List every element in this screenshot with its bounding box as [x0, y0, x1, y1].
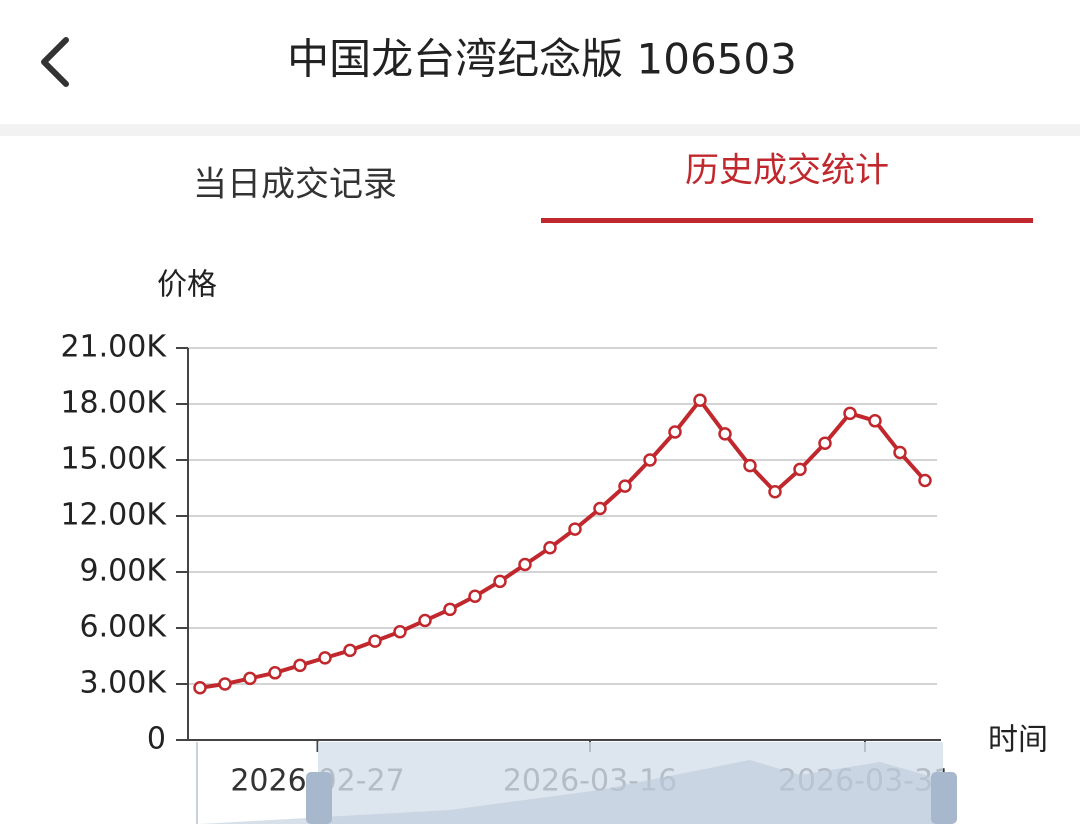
y-tick-label: 6.00K: [80, 610, 168, 645]
data-point: [343, 643, 357, 658]
data-point: [543, 540, 557, 555]
tab-underline: [541, 218, 1033, 223]
data-point: [493, 574, 507, 589]
data-point: [793, 462, 807, 477]
data-point: [843, 406, 857, 421]
data-point: [443, 602, 457, 617]
plot: 0 3.00K 6.00K 9.00K 12.00K 15.00K 18.00K 21.00K…: [60, 330, 952, 799]
y-tick-label: 18.00K: [60, 386, 167, 421]
data-point: [893, 445, 907, 460]
data-point: [643, 453, 657, 467]
data-point: [393, 624, 407, 639]
page-title: 中国龙台湾纪念版 106503: [287, 35, 797, 84]
slider-handle[interactable]: [931, 772, 957, 824]
data-point: [768, 484, 782, 499]
data-point: [418, 613, 432, 628]
data-point: [193, 680, 207, 695]
data-point: [618, 479, 632, 493]
data-point: [218, 677, 232, 691]
data-point: [918, 473, 932, 488]
slider-handle[interactable]: [306, 772, 332, 824]
y-tick-label: 12.00K: [60, 498, 167, 533]
data-point: [468, 589, 482, 604]
y-tick-label: 9.00K: [80, 554, 168, 589]
separator: [0, 124, 1080, 136]
data-point: [868, 414, 882, 428]
tab-active[interactable]: 历史成交统计: [685, 151, 889, 191]
data-point: [318, 651, 332, 665]
slider-preview: [200, 760, 943, 824]
y-tick-label: 15.00K: [60, 442, 167, 477]
data-point: [518, 557, 532, 572]
price-line: [199, 398, 927, 690]
y-axis-label: 价格: [157, 268, 217, 303]
data-point: [743, 458, 757, 473]
y-tick-label: 21.00K: [60, 330, 167, 365]
back-button[interactable]: [41, 37, 69, 87]
data-point: [818, 436, 832, 450]
y-tick-label: 3.00K: [80, 666, 168, 701]
data-point: [693, 393, 707, 408]
data-point: [593, 501, 607, 516]
data-point: [243, 671, 257, 686]
zoom-slider[interactable]: [196, 742, 957, 824]
tab[interactable]: 当日成交记录: [193, 165, 397, 205]
y-tick-label: 0: [147, 722, 166, 757]
x-axis-label: 时间: [988, 723, 1048, 758]
data-point: [668, 425, 682, 439]
data-point: [568, 522, 582, 536]
data-point: [718, 427, 732, 441]
data-point: [293, 658, 307, 673]
data-point: [368, 634, 382, 648]
data-point: [268, 666, 282, 680]
